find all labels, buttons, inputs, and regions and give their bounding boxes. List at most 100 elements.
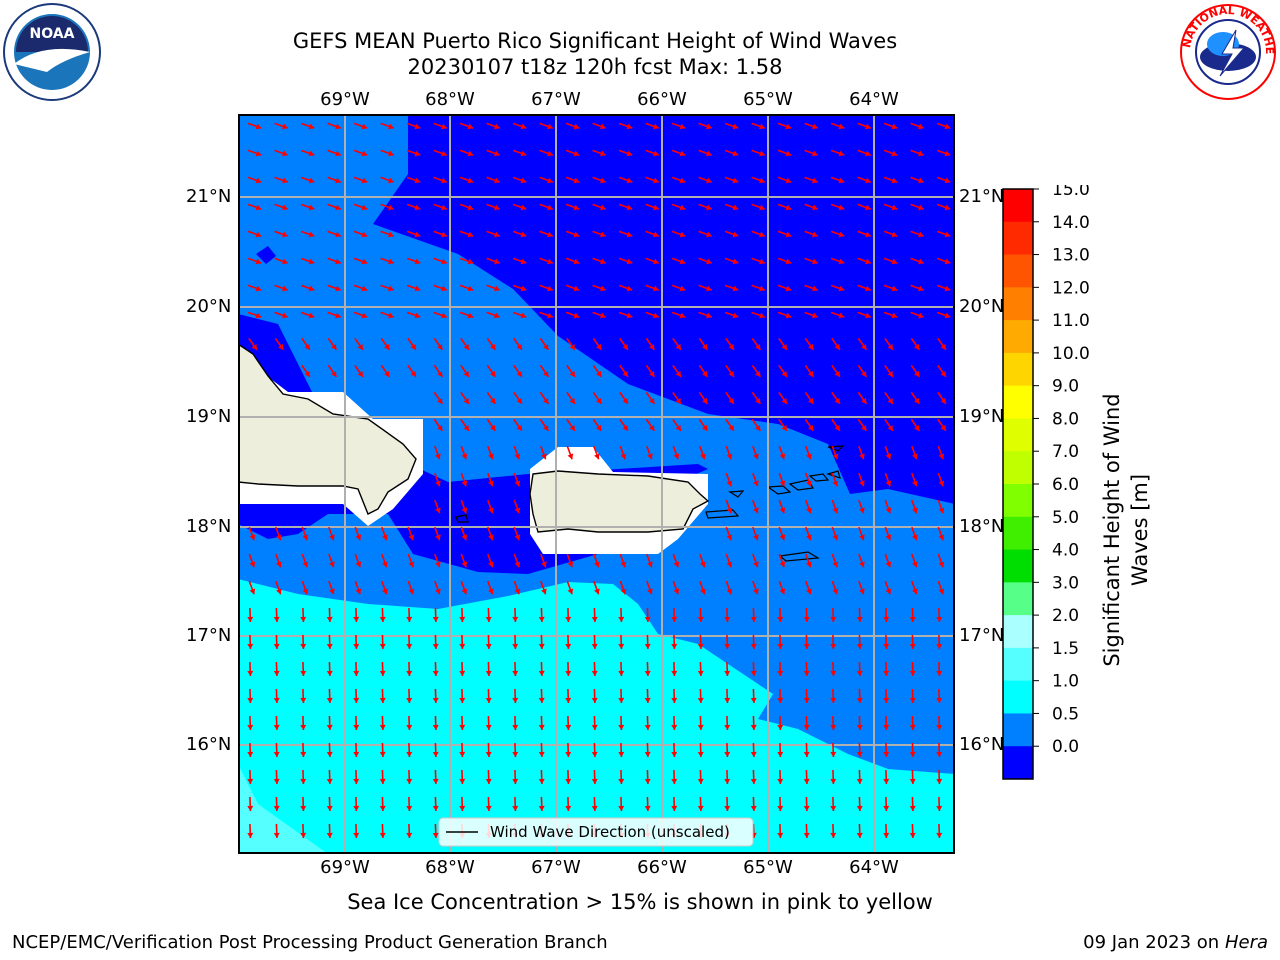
wind-wave-arrowhead xyxy=(379,616,386,622)
wind-wave-arrowhead xyxy=(726,480,733,487)
wind-wave-arrowhead xyxy=(273,697,280,703)
wind-wave-arrowhead xyxy=(600,204,606,211)
wind-wave-arrowhead xyxy=(724,697,731,703)
wind-wave-arrowhead xyxy=(353,778,360,784)
wind-wave-arrowhead xyxy=(777,832,784,838)
wind-wave-arrowhead xyxy=(936,778,943,784)
wind-wave-arrowhead xyxy=(647,588,653,595)
wind-wave-arrowhead xyxy=(388,204,394,211)
wind-wave-arrowhead xyxy=(914,425,920,431)
wind-wave-arrowhead xyxy=(414,258,421,265)
wind-wave-arrowhead xyxy=(856,805,863,811)
wind-wave-arrowhead xyxy=(706,231,712,238)
wind-wave-arrowhead xyxy=(361,285,368,292)
wind-wave-arrowhead xyxy=(541,561,547,568)
wind-wave-arrowhead xyxy=(494,231,500,238)
wind-wave-arrowhead xyxy=(909,724,916,730)
wind-wave-arrowhead xyxy=(463,371,469,377)
wind-wave-arrowhead xyxy=(702,344,708,350)
wind-wave-arrowhead xyxy=(467,123,474,130)
wind-wave-arrowhead xyxy=(779,480,786,487)
wind-wave-arrowhead xyxy=(512,616,519,622)
wind-wave-arrowhead xyxy=(335,150,341,157)
lat-label-right: 16°N xyxy=(959,734,1005,755)
wind-wave-arrowhead xyxy=(861,398,867,404)
wind-wave-arrowhead xyxy=(255,231,262,238)
wind-wave-arrowhead xyxy=(812,204,818,211)
wind-wave-arrowhead xyxy=(936,805,943,811)
lon-label-top: 65°W xyxy=(743,89,793,110)
wind-wave-arrowhead xyxy=(856,616,863,622)
wave-height-map: Wind Wave Direction (unscaled) xyxy=(238,114,955,854)
wind-wave-arrowhead xyxy=(547,123,553,130)
wind-wave-arrowhead xyxy=(753,480,759,487)
wind-wave-arrowhead xyxy=(565,778,572,784)
wind-wave-arrowhead xyxy=(538,805,545,811)
wind-wave-arrowhead xyxy=(618,751,625,757)
wind-wave-arrowhead xyxy=(384,371,390,377)
wind-wave-arrowhead xyxy=(697,805,704,811)
wind-wave-arrowhead xyxy=(728,425,734,431)
wind-wave-arrowhead xyxy=(859,588,865,595)
colorbar-tick-label: 13.0 xyxy=(1052,246,1090,266)
wind-wave-arrowhead xyxy=(887,371,893,377)
wind-wave-arrowhead xyxy=(618,616,625,622)
wind-wave-arrowhead xyxy=(726,588,733,595)
wind-wave-arrowhead xyxy=(777,643,784,649)
wind-wave-arrowhead xyxy=(432,643,439,649)
wind-wave-arrowhead xyxy=(591,751,598,757)
wind-wave-arrowhead xyxy=(838,177,845,184)
wind-wave-arrowhead xyxy=(759,204,765,211)
wind-wave-arrowhead xyxy=(777,616,784,622)
wind-wave-arrowhead xyxy=(724,805,731,811)
wind-wave-arrowhead xyxy=(838,123,845,130)
wind-wave-arrowhead xyxy=(912,561,918,568)
wind-wave-arrowhead xyxy=(830,805,837,811)
colorbar-segment xyxy=(1003,582,1033,616)
lat-label-left: 17°N xyxy=(186,625,232,646)
lat-label-right: 20°N xyxy=(959,296,1005,317)
wind-wave-arrowhead xyxy=(494,123,500,130)
wind-wave-arrowhead xyxy=(273,832,280,838)
wind-wave-arrowhead xyxy=(361,150,368,157)
wind-wave-arrowhead xyxy=(679,312,686,319)
wind-wave-arrowhead xyxy=(326,832,333,838)
wind-wave-arrowhead xyxy=(750,778,757,784)
wind-wave-arrowhead xyxy=(543,398,549,404)
wind-wave-arrowhead xyxy=(514,588,521,595)
lat-label-right: 17°N xyxy=(959,625,1005,646)
wind-wave-arrowhead xyxy=(335,177,341,184)
wind-wave-arrowhead xyxy=(300,778,307,784)
wind-wave-arrowhead xyxy=(750,751,757,757)
wind-wave-arrowhead xyxy=(865,123,871,130)
colorbar-tick-label: 7.0 xyxy=(1052,442,1079,462)
wind-wave-arrowhead xyxy=(467,150,474,157)
colorbar-label-line2: Waves [m] xyxy=(1128,473,1152,587)
wind-wave-arrowhead xyxy=(838,231,845,238)
wind-wave-arrowhead xyxy=(753,507,759,514)
wind-wave-arrowhead xyxy=(573,204,580,211)
wind-wave-arrowhead xyxy=(647,453,653,460)
wind-wave-arrowhead xyxy=(594,588,600,595)
wind-wave-arrowhead xyxy=(335,258,341,265)
colorbar-tick-label: 15.0 xyxy=(1052,185,1090,200)
wind-wave-arrowhead xyxy=(512,778,519,784)
wind-wave-arrowhead xyxy=(779,453,786,460)
wind-wave-arrowhead xyxy=(441,285,447,292)
wind-wave-arrowhead xyxy=(671,643,678,649)
wind-wave-arrowhead xyxy=(435,480,441,487)
wind-wave-arrowhead xyxy=(357,371,363,377)
wind-wave-arrowhead xyxy=(300,670,307,676)
colorbar-tick-label: 14.0 xyxy=(1052,213,1090,233)
wind-wave-arrowhead xyxy=(938,507,945,514)
wind-wave-arrowhead xyxy=(759,150,765,157)
wind-wave-arrowhead xyxy=(300,616,307,622)
colorbar-tick-label: 11.0 xyxy=(1052,311,1090,331)
wind-wave-arrowhead xyxy=(891,231,898,238)
wind-wave-arrowhead xyxy=(459,616,466,622)
wind-wave-arrowhead xyxy=(697,670,704,676)
graticule xyxy=(238,114,955,854)
wind-wave-arrowhead xyxy=(644,724,651,730)
wind-wave-arrowhead xyxy=(671,616,678,622)
wind-wave-arrowhead xyxy=(282,204,288,211)
